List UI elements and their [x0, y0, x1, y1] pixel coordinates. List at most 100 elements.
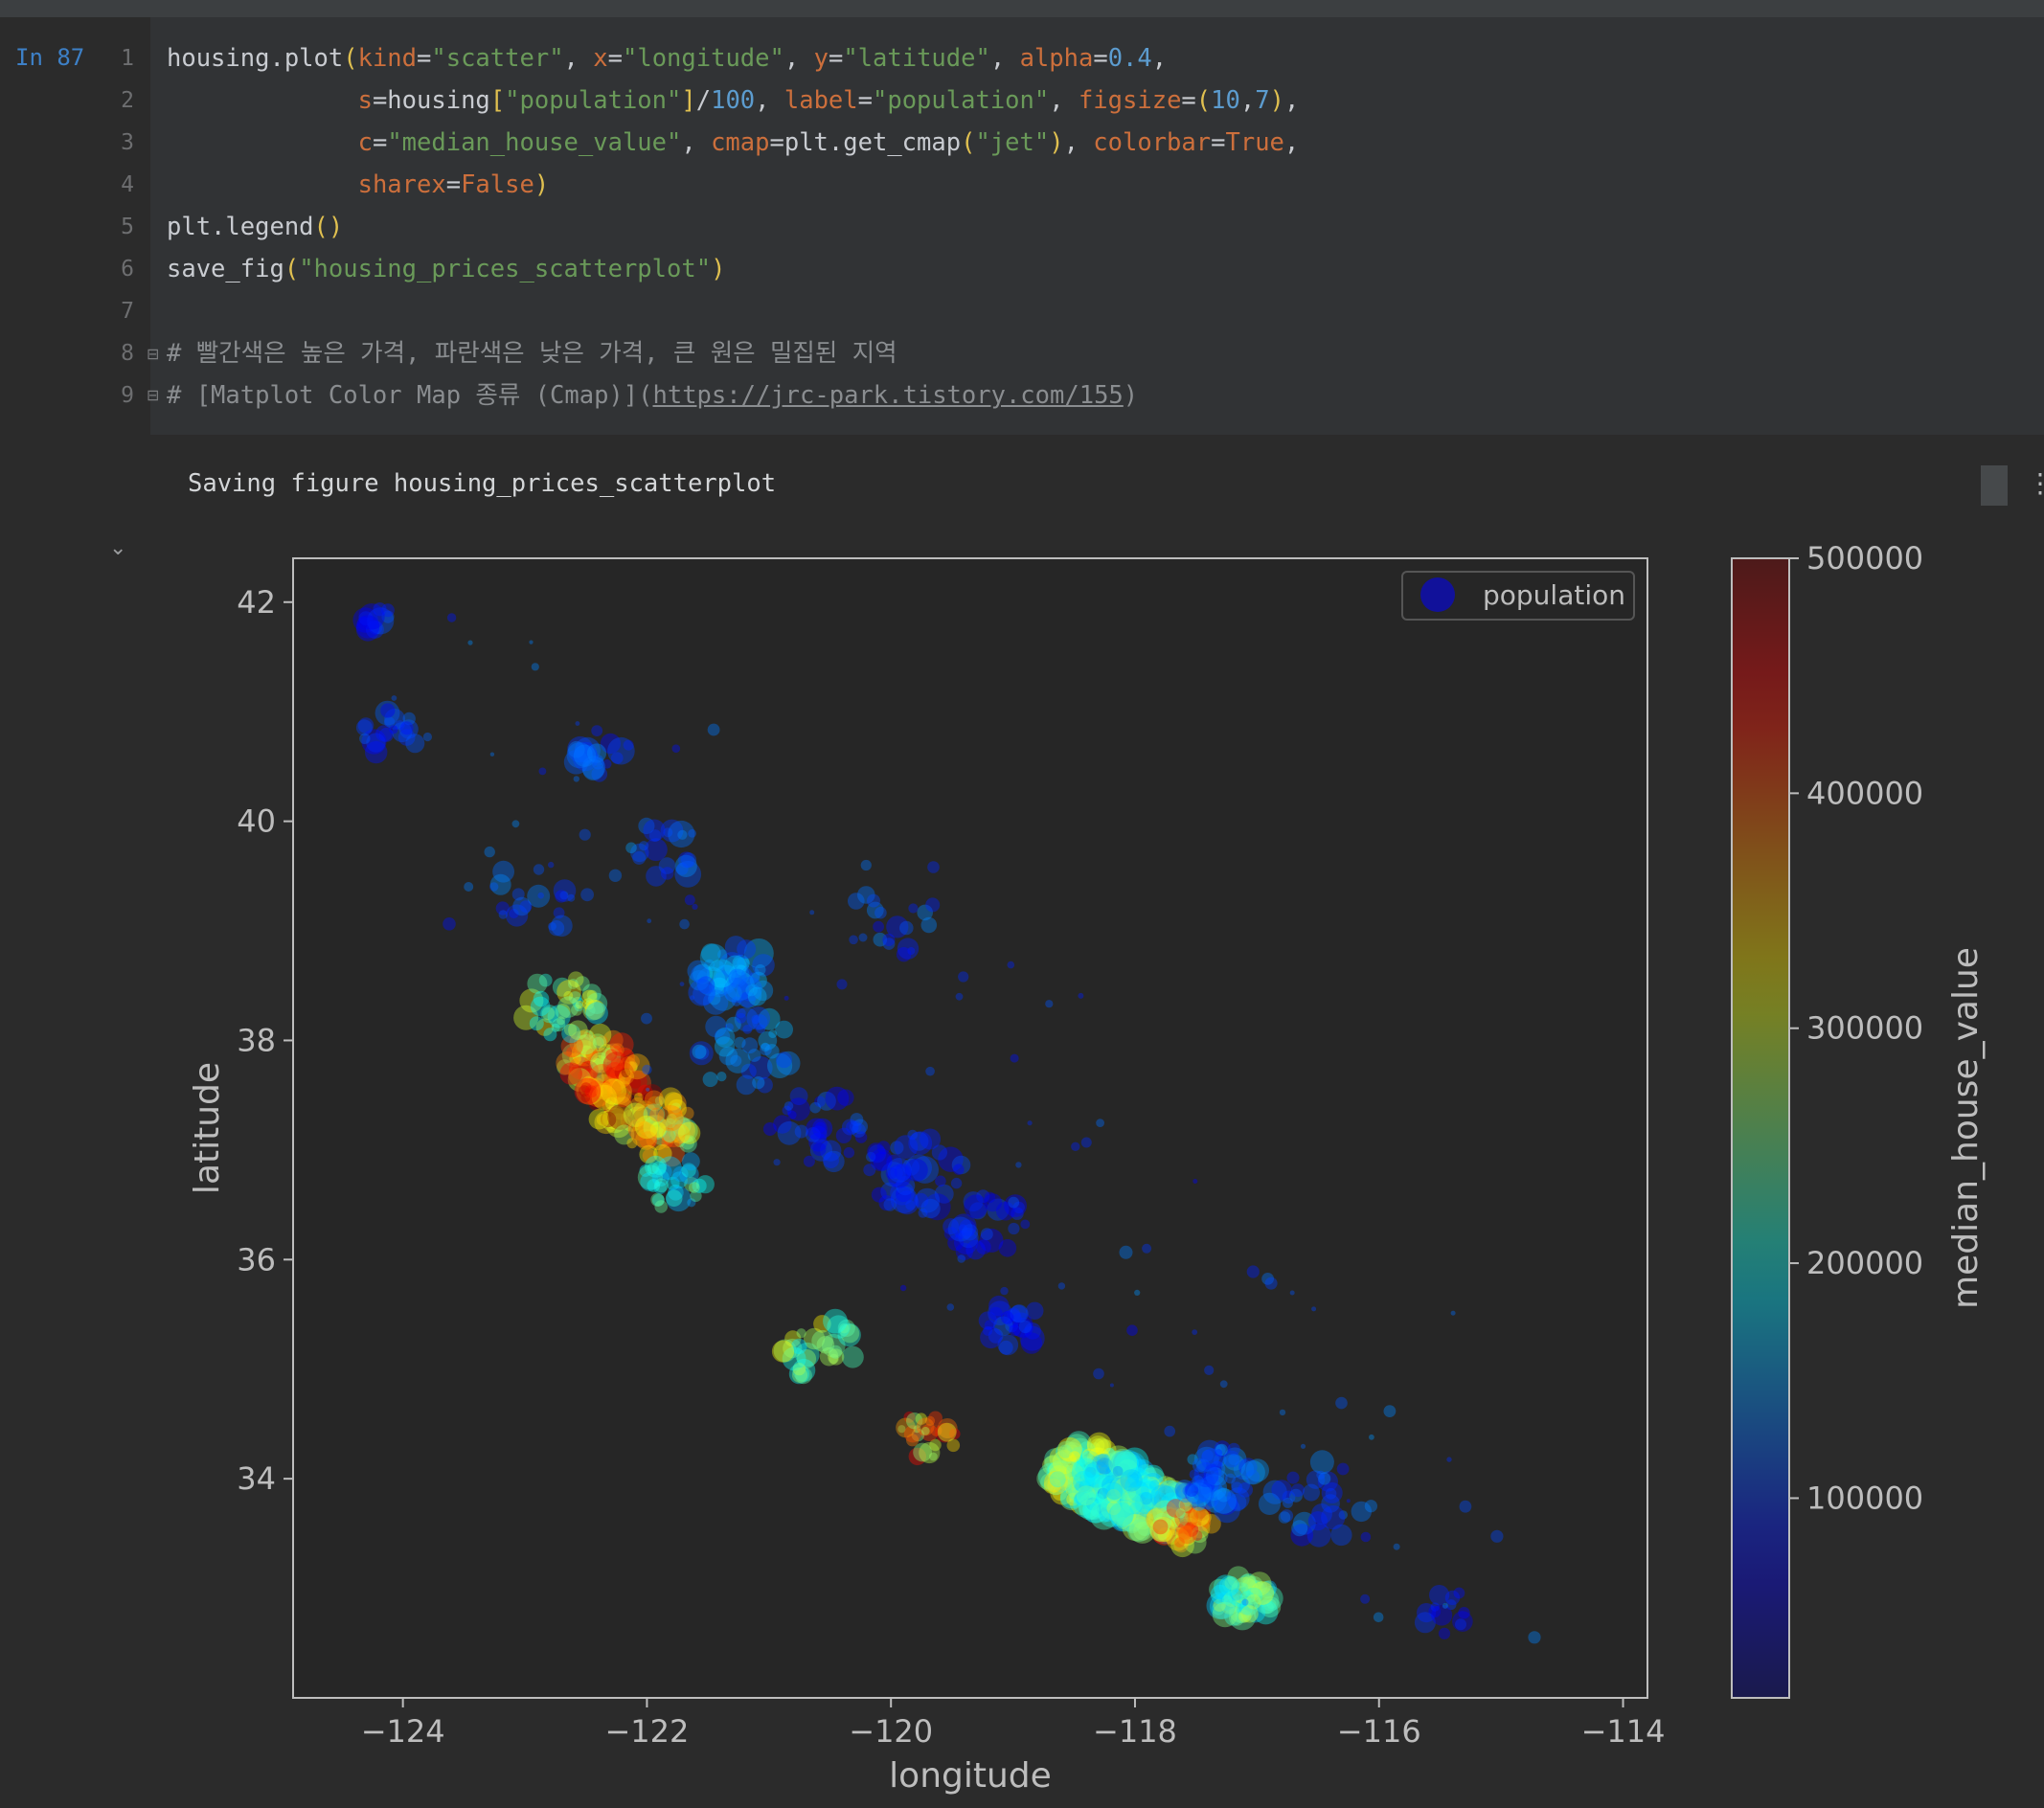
scatter-point — [1248, 1580, 1266, 1598]
scatter-point — [1093, 1488, 1122, 1517]
scatter-point — [1101, 1484, 1128, 1511]
scatter-point — [582, 999, 603, 1021]
scatter-point — [617, 1093, 632, 1108]
scatter-point — [612, 1078, 625, 1091]
scatter-point — [712, 970, 737, 995]
scatter-point — [635, 1107, 648, 1119]
scatter-point — [600, 1078, 627, 1105]
scatter-point — [1279, 1409, 1286, 1416]
scatter-point — [1071, 1458, 1100, 1486]
scatter-point — [1074, 1455, 1094, 1476]
scatter-point — [1024, 1322, 1041, 1340]
scatter-point — [1093, 1473, 1119, 1499]
scatter-point — [628, 1091, 639, 1102]
scatter-point — [724, 1023, 734, 1032]
scatter-point — [791, 1367, 808, 1383]
scatter-point — [1251, 1581, 1264, 1594]
scatter-point — [582, 1075, 596, 1089]
scatter-point — [930, 1424, 943, 1436]
scatter-point — [588, 1047, 614, 1073]
scatter-point — [943, 1227, 959, 1241]
scatter-point — [1135, 1480, 1156, 1501]
scatter-point — [1160, 1492, 1184, 1516]
scatter-point — [1164, 1425, 1175, 1437]
scatter-point — [588, 1023, 612, 1047]
scatter-point — [1128, 1516, 1156, 1544]
scatter-point — [758, 1030, 778, 1051]
scatter-point — [658, 1087, 683, 1111]
more-vertical-icon[interactable]: ⋮ — [2027, 467, 2044, 499]
fold-start-icon[interactable]: ⊟ — [147, 345, 160, 363]
scatter-point — [946, 1438, 961, 1453]
scatter-point — [527, 973, 548, 994]
scatter-point — [1325, 1487, 1337, 1500]
chevron-down-icon[interactable]: ⌄ — [109, 536, 127, 560]
scatter-point — [576, 1034, 597, 1055]
scatter-point — [1189, 1492, 1199, 1503]
scatter-point — [626, 1106, 647, 1127]
scatter-point — [739, 991, 756, 1008]
code-cell[interactable] — [150, 17, 2044, 435]
scatter-point — [1197, 1492, 1208, 1503]
scatter-point — [555, 1004, 571, 1020]
scatter-point — [1108, 1455, 1138, 1484]
scatter-point — [1191, 1512, 1212, 1532]
scatter-point — [1183, 1522, 1199, 1537]
scatter-point — [896, 1417, 916, 1438]
scatter-point — [1018, 1320, 1033, 1334]
scatter-point — [563, 750, 589, 775]
scatter-point — [813, 1315, 831, 1333]
scatter-point — [674, 861, 702, 888]
scatter-point — [581, 989, 598, 1006]
scatter-point — [1090, 1478, 1106, 1494]
scatter-point — [1113, 1457, 1132, 1476]
scatter-point — [1138, 1475, 1151, 1488]
scatter-point — [1132, 1492, 1152, 1513]
code-editor[interactable]: housing.plot(kind="scatter", x="longitud… — [167, 44, 1299, 423]
scatter-point — [1228, 1603, 1257, 1631]
scatter-point — [1120, 1490, 1136, 1507]
scatter-point — [679, 918, 690, 930]
scatter-point — [561, 1043, 586, 1067]
scatter-point — [905, 1154, 932, 1182]
scatter-point — [734, 1036, 746, 1049]
scatter-point — [635, 1103, 660, 1128]
scatter-point — [796, 1328, 806, 1339]
scatter-point — [1229, 1598, 1254, 1624]
scatter-point — [903, 1425, 922, 1443]
code-line: plt.legend() — [167, 213, 344, 241]
scatter-point — [996, 1201, 1015, 1221]
scatter-point — [1071, 1477, 1098, 1503]
scatter-point — [1231, 1576, 1259, 1605]
scatter-point — [1129, 1471, 1147, 1489]
scatter-point — [613, 1047, 635, 1070]
scatter-point — [668, 1185, 684, 1201]
scatter-point — [927, 861, 940, 873]
scatter-point — [1201, 1449, 1214, 1462]
scatter-point — [794, 1124, 808, 1139]
scatter-point — [771, 1340, 795, 1363]
scatter-point — [1047, 1478, 1065, 1496]
scatter-point — [650, 1192, 665, 1207]
scatter-point — [1103, 1495, 1131, 1523]
scatter-point — [906, 1434, 920, 1447]
output-scroll-handle[interactable] — [1981, 465, 2008, 506]
scatter-point — [1122, 1492, 1143, 1514]
scatter-point — [931, 1144, 948, 1161]
scatter-point — [1234, 1593, 1244, 1605]
scatter-point — [1224, 1575, 1238, 1591]
scatter-point — [1438, 1627, 1451, 1639]
scatter-point — [1165, 1496, 1191, 1521]
scatter-point — [1321, 1494, 1340, 1513]
scatter-point — [852, 1119, 868, 1135]
scatter-point — [392, 722, 413, 743]
scatter-point — [1102, 1511, 1113, 1523]
scatter-point — [1144, 1494, 1160, 1511]
scatter-point — [555, 890, 568, 903]
scatter-point — [563, 990, 574, 1001]
scatter-point — [630, 1096, 645, 1112]
scatter-point — [594, 1111, 618, 1135]
scatter-point — [1241, 1598, 1249, 1606]
fold-end-icon[interactable]: ⊟ — [147, 386, 160, 404]
scatter-point — [873, 1151, 892, 1171]
